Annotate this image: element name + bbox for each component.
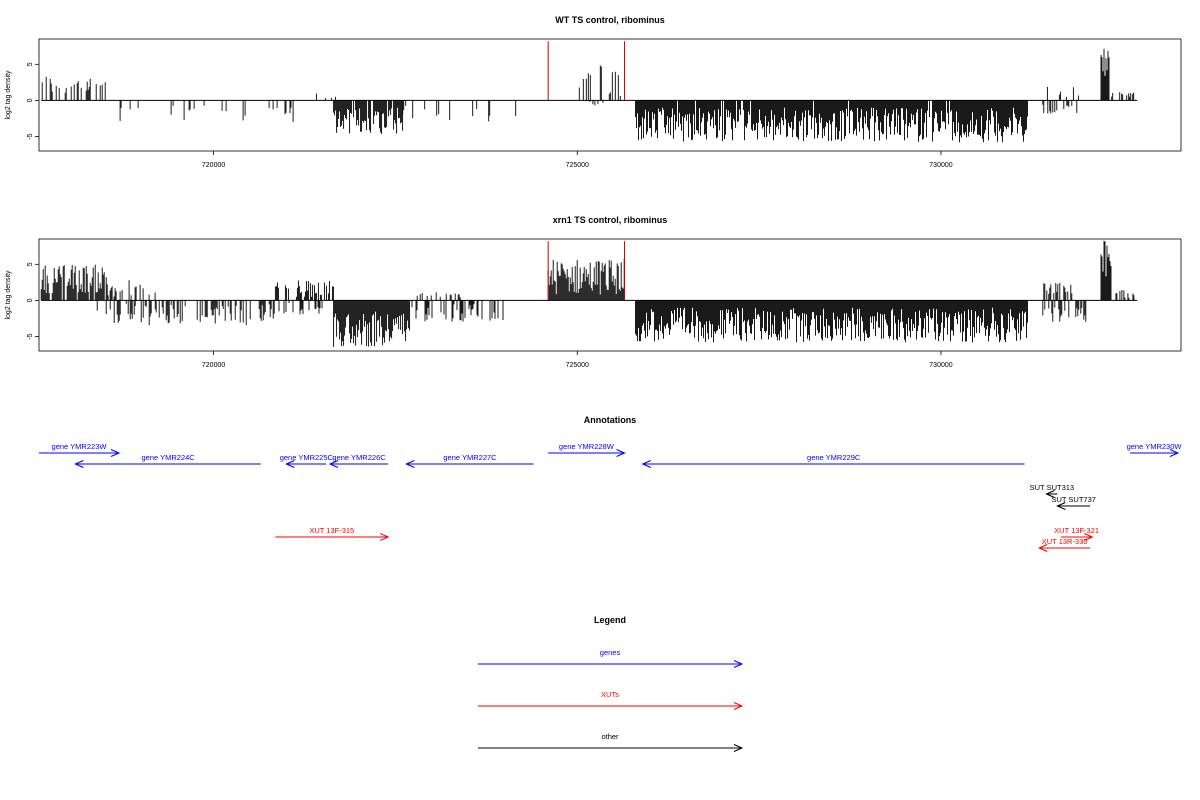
panel-xrn1-ts-control: xrn1 TS control, ribominus log2 tag dens… [5, 215, 1182, 369]
y-tick-label: 5 [27, 62, 34, 66]
feature-arrow-arrowhead [285, 460, 295, 468]
annotations-title: Annotations [584, 415, 637, 425]
feature-label: gene YMR229C [807, 453, 861, 462]
feature-arrow-arrowhead [328, 460, 339, 468]
feature-arrow-arrowhead [405, 460, 415, 468]
y-tick-label: 5 [27, 262, 34, 266]
feature-label: gene YMR223W [52, 442, 108, 451]
feature-arrow-arrowhead [1084, 533, 1094, 541]
feature-xut: XUT 13F-321 [1054, 526, 1099, 541]
x-tick-label: 730000 [929, 362, 952, 369]
y-axis-label: log2 tag density [5, 70, 12, 120]
legend-arrow-arrowhead [733, 702, 744, 710]
feature-label: SUT SUT737 [1051, 495, 1095, 504]
x-axis: 720000 725000 730000 [202, 151, 953, 169]
feature-gene: gene YMR230W [1127, 442, 1183, 457]
feature-arrow-arrowhead [1045, 490, 1055, 498]
feature-other: SUT SUT737 [1051, 495, 1096, 510]
legend-item: genes [478, 648, 744, 668]
feature-label: XUT 13R-330 [1042, 537, 1088, 546]
feature-label: XUT 13F-315 [309, 526, 354, 535]
legend-arrow-arrowhead [733, 744, 744, 752]
region-markers [547, 241, 626, 301]
x-tick-label: 725000 [566, 362, 589, 369]
feature-label: SUT SUT313 [1030, 483, 1074, 492]
legend-items: genes XUTs other [478, 648, 744, 752]
density-bars [41, 48, 1135, 143]
feature-arrow-arrowhead [1056, 502, 1066, 510]
feature-gene: gene YMR227C [405, 453, 534, 468]
feature-gene: gene YMR223W [39, 442, 121, 457]
feature-arrow-arrowhead [110, 449, 121, 457]
feature-label: gene YMR228W [559, 442, 615, 451]
y-axis: -5 0 5 [27, 62, 39, 140]
feature-label: gene YMR227C [443, 453, 497, 462]
feature-label: gene YMR225C [280, 453, 334, 462]
feature-label: gene YMR224C [141, 453, 195, 462]
legend-label: other [601, 732, 619, 741]
feature-gene: gene YMR228W [548, 442, 626, 457]
legend: Legend genes XUTs other [478, 615, 744, 752]
feature-gene: gene YMR229C [641, 453, 1025, 468]
feature-xut: XUT 13R-330 [1037, 537, 1091, 552]
panel-title: xrn1 TS control, ribominus [553, 215, 668, 225]
feature-arrow-arrowhead [1037, 544, 1048, 552]
density-bars [40, 240, 1135, 347]
y-axis: -5 0 5 [27, 262, 39, 340]
feature-xut: XUT 13F-315 [275, 526, 390, 541]
legend-item: other [478, 732, 744, 752]
panel-wt-ts-control: WT TS control, ribominus log2 tag densit… [5, 15, 1182, 169]
annotations-track: Annotations gene YMR223W gene YMR224C gene… [39, 415, 1182, 552]
feature-label: gene YMR226C [332, 453, 386, 462]
y-tick-label: 0 [27, 98, 34, 102]
y-axis-label: log2 tag density [5, 270, 12, 320]
feature-arrow-arrowhead [74, 460, 84, 468]
feature-label: gene YMR230W [1127, 442, 1183, 451]
y-tick-label: 0 [27, 298, 34, 302]
feature-other: SUT SUT313 [1030, 483, 1074, 498]
region-markers [547, 41, 626, 101]
panel-title: WT TS control, ribominus [555, 15, 665, 25]
legend-label: XUTs [601, 690, 619, 699]
y-tick-label: -5 [27, 333, 34, 339]
feature-gene: gene YMR226C [328, 453, 389, 468]
plot-frame [38, 38, 1182, 152]
feature-arrow-arrowhead [379, 533, 390, 541]
feature-arrow-arrowhead [641, 460, 651, 468]
feature-label: XUT 13F-321 [1054, 526, 1099, 535]
x-tick-label: 725000 [566, 162, 589, 169]
legend-label: genes [600, 648, 621, 657]
x-tick-label: 720000 [202, 162, 225, 169]
plot-frame [38, 238, 1182, 352]
feature-arrow-arrowhead [1169, 449, 1180, 457]
x-tick-label: 720000 [202, 362, 225, 369]
legend-arrow-arrowhead [733, 660, 744, 668]
feature-gene: gene YMR224C [74, 453, 261, 468]
x-tick-label: 730000 [929, 162, 952, 169]
x-axis: 720000 725000 730000 [202, 351, 953, 369]
feature-arrow-arrowhead [616, 449, 626, 457]
legend-title: Legend [594, 615, 626, 625]
legend-item: XUTs [478, 690, 744, 710]
y-tick-label: -5 [27, 133, 34, 139]
feature-gene: gene YMR225C [280, 453, 334, 468]
